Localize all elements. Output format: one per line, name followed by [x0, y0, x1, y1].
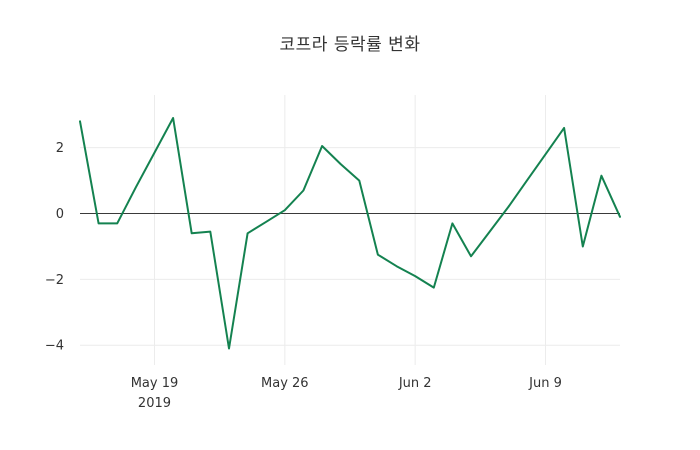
x-tick-label: Jun 2: [398, 376, 432, 391]
x-tick-label: May 19: [131, 376, 179, 391]
chart-title: 코프라 등락률 변화: [279, 35, 421, 55]
x-tick-label: May 26: [261, 376, 309, 391]
x-tick-year-label: 2019: [138, 396, 171, 411]
y-tick-label: 2: [56, 141, 64, 156]
series-line: [79, 117, 621, 350]
y-tick-label: −4: [45, 339, 64, 354]
x-tick-label: Jun 9: [528, 376, 562, 391]
y-tick-label: 0: [56, 207, 64, 222]
y-tick-label: −2: [45, 273, 64, 288]
